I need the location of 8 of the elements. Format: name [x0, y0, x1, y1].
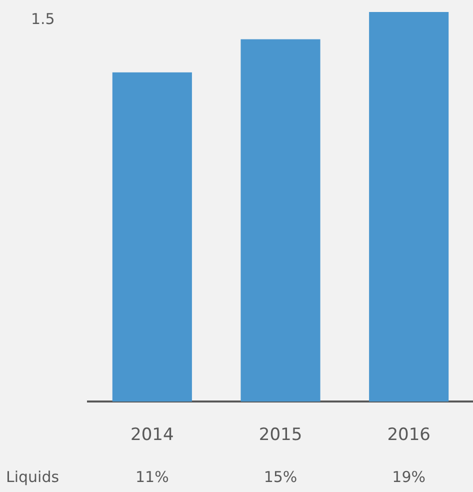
text: 15% [264, 468, 298, 486]
x-tick-label: 2016 [387, 425, 430, 446]
text: 1.5 [31, 10, 55, 28]
text: Liquids [6, 468, 60, 486]
x-tick-label: 2015 [258, 425, 302, 446]
text: 11% [135, 468, 169, 486]
text: 19% [392, 468, 426, 486]
x-tick-label: 2014 [130, 425, 174, 446]
